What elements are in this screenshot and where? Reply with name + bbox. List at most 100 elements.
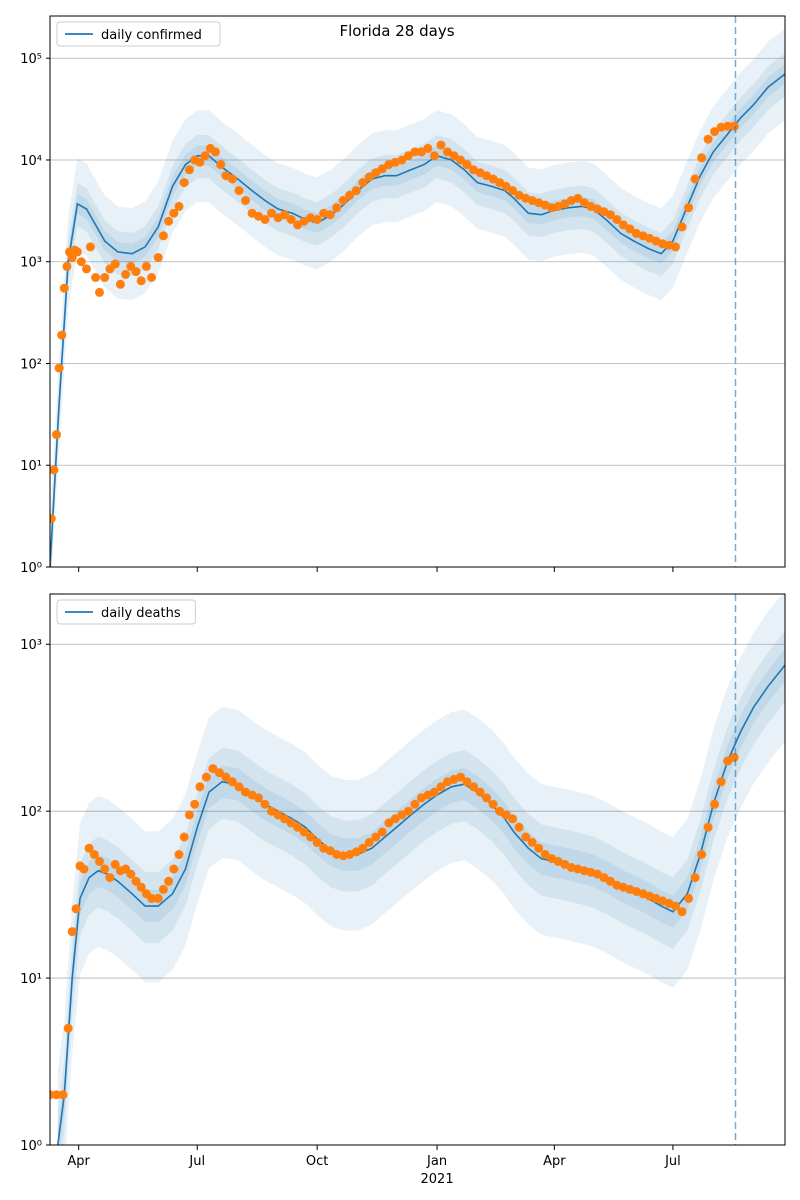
data-point	[371, 832, 381, 842]
data-point	[184, 810, 194, 820]
data-point	[179, 178, 189, 188]
data-point	[671, 242, 680, 252]
data-point	[716, 122, 726, 132]
data-point	[59, 283, 69, 293]
y-tick-label: 10²	[20, 805, 42, 820]
data-point	[241, 196, 250, 205]
data-point	[115, 279, 125, 289]
y-tick-label: 10¹	[20, 972, 42, 987]
axes-frame	[49, 15, 786, 568]
data-point	[136, 882, 146, 892]
data-point	[260, 215, 270, 224]
data-point	[690, 873, 700, 883]
axes-frame	[49, 593, 786, 1146]
data-point	[462, 777, 472, 787]
data-point	[273, 810, 283, 820]
data-point	[345, 190, 355, 200]
data-point	[147, 893, 157, 903]
data-point	[423, 143, 433, 153]
data-point	[521, 832, 531, 842]
data-point	[190, 799, 200, 809]
data-point	[495, 178, 505, 188]
band-inner	[57, 648, 785, 1145]
data-point	[110, 259, 120, 269]
data-point	[429, 151, 439, 161]
data-point	[293, 822, 303, 832]
data-point	[57, 330, 67, 340]
data-point	[488, 799, 498, 809]
data-point	[677, 222, 687, 232]
data-point	[79, 864, 89, 874]
x-year-label: 2021	[421, 1172, 454, 1187]
data-point	[443, 147, 452, 157]
data-point	[540, 850, 550, 859]
data-point	[403, 806, 413, 816]
data-point	[684, 203, 694, 213]
data-point	[286, 818, 296, 828]
data-point	[456, 772, 465, 782]
data-point	[95, 856, 104, 866]
data-point	[121, 269, 131, 279]
data-point	[52, 430, 61, 440]
data-point	[100, 273, 110, 282]
data-point	[377, 164, 387, 174]
data-point	[358, 843, 368, 853]
data-point	[267, 208, 276, 218]
data-point	[169, 208, 179, 218]
data-point	[397, 155, 407, 165]
data-point	[126, 869, 136, 879]
data-point	[729, 121, 739, 131]
data-point	[91, 273, 101, 282]
series-line	[50, 73, 785, 567]
data-point	[280, 814, 290, 824]
legend-box	[56, 21, 221, 47]
data-point	[592, 869, 602, 879]
data-point	[50, 465, 59, 475]
data-point	[390, 814, 400, 824]
data-point	[436, 782, 446, 792]
data-point	[286, 215, 296, 224]
data-point	[195, 157, 205, 167]
x-tick-label: Apr	[543, 1154, 566, 1169]
data-point	[211, 147, 220, 157]
data-point	[169, 864, 179, 874]
data-point	[216, 160, 226, 170]
data-point	[697, 153, 707, 163]
data-point	[131, 267, 141, 277]
data-point	[358, 178, 368, 188]
data-point	[58, 1090, 68, 1100]
data-point	[84, 843, 94, 853]
data-point	[312, 215, 322, 224]
data-point	[158, 231, 168, 241]
data-point	[325, 210, 335, 220]
data-point	[475, 787, 485, 797]
data-point	[332, 203, 342, 213]
data-point	[110, 859, 120, 869]
x-tick-label: Jan	[426, 1154, 447, 1169]
x-tick-label: Oct	[306, 1154, 328, 1169]
data-point	[703, 134, 713, 144]
data-point	[52, 1090, 61, 1100]
data-point	[72, 247, 82, 257]
data-point	[482, 793, 492, 803]
data-point	[677, 907, 687, 917]
data-point	[234, 782, 244, 792]
data-point	[312, 837, 322, 847]
x-tick-label: Apr	[67, 1154, 90, 1169]
data-point	[703, 822, 713, 832]
data-point	[469, 782, 478, 792]
y-tick-label: 10⁰	[20, 1139, 42, 1154]
data-point	[179, 832, 189, 842]
data-point	[384, 818, 394, 828]
y-tick-label: 10³	[20, 256, 42, 271]
deaths-panel: 10⁰ 10¹ 10² 10³ Apr Jul Oct Jan Apr Jul 2021 daily …	[20, 593, 786, 1187]
data-point	[501, 181, 511, 191]
band-middle	[57, 631, 785, 1145]
data-point	[306, 832, 316, 842]
data-point	[671, 901, 680, 911]
legend-label: daily confirmed	[101, 28, 202, 43]
y-tick-label: 10²	[20, 357, 42, 372]
data-point	[462, 160, 472, 170]
band-inner	[50, 64, 785, 567]
data-point	[267, 806, 276, 816]
